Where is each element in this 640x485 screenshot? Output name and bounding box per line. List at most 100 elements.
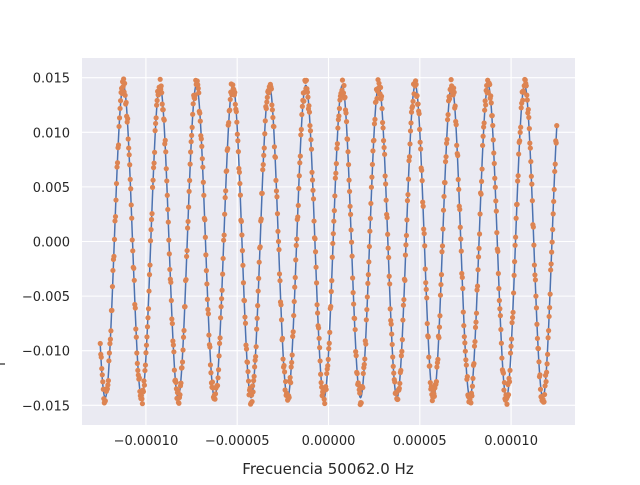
data-point (528, 159, 533, 164)
data-point (551, 199, 556, 204)
data-point (330, 241, 335, 246)
data-point (445, 117, 450, 122)
data-point (416, 101, 421, 106)
data-point (459, 249, 464, 254)
data-point (310, 177, 315, 182)
data-point (456, 187, 461, 192)
data-point (146, 306, 151, 311)
x-tick-label: −0.00010 (114, 434, 179, 449)
data-point (117, 106, 122, 111)
data-point (532, 262, 537, 267)
data-point (296, 186, 301, 191)
data-point (440, 243, 445, 248)
data-point (524, 83, 529, 88)
data-point (398, 368, 403, 373)
data-point (391, 364, 396, 369)
data-point (504, 402, 509, 407)
data-point (245, 360, 250, 365)
data-point (200, 156, 205, 161)
data-point (534, 305, 539, 310)
data-point (299, 127, 304, 132)
data-point (134, 350, 139, 355)
data-point (422, 231, 427, 236)
data-point (541, 399, 546, 404)
data-point (180, 359, 185, 364)
data-point (260, 167, 265, 172)
data-point (443, 159, 448, 164)
data-point (172, 368, 177, 373)
x-tick-label: −0.00005 (205, 434, 270, 449)
data-point (526, 107, 531, 112)
data-point (468, 400, 473, 405)
data-point (298, 154, 303, 159)
data-point (472, 339, 477, 344)
data-point (386, 255, 391, 260)
data-point (288, 380, 293, 385)
data-point (435, 357, 440, 362)
data-point (126, 136, 131, 141)
data-point (305, 95, 310, 100)
data-point (242, 314, 247, 319)
data-point (133, 326, 138, 331)
data-point (276, 239, 281, 244)
data-point (219, 296, 224, 301)
data-point (434, 379, 439, 384)
data-point (482, 120, 487, 125)
data-point (385, 215, 390, 220)
data-point (497, 298, 502, 303)
data-point (244, 346, 249, 351)
data-point (473, 325, 478, 330)
data-point (263, 118, 268, 123)
data-point (289, 360, 294, 365)
data-point (150, 185, 155, 190)
data-point (364, 307, 369, 312)
data-point (324, 387, 329, 392)
data-point (141, 389, 146, 394)
data-point (519, 105, 524, 110)
data-point (218, 315, 223, 320)
data-point (413, 82, 418, 87)
data-point (482, 108, 487, 113)
data-point (397, 386, 402, 391)
data-point (512, 259, 517, 264)
data-point (513, 243, 518, 248)
data-point (100, 372, 105, 377)
data-point (131, 266, 136, 271)
data-point (316, 325, 321, 330)
data-point (311, 196, 316, 201)
data-point (353, 327, 358, 332)
data-point (241, 280, 246, 285)
data-point (419, 168, 424, 173)
data-point (397, 381, 402, 386)
data-point (399, 349, 404, 354)
data-point (113, 214, 118, 219)
data-point (520, 98, 525, 103)
data-point (498, 313, 503, 318)
data-point (154, 103, 159, 108)
data-point (256, 276, 261, 281)
data-point (226, 120, 231, 125)
data-point (274, 194, 279, 199)
data-point (381, 138, 386, 143)
data-point (215, 375, 220, 380)
data-point (217, 341, 222, 346)
data-point (298, 132, 303, 137)
data-point (221, 238, 226, 243)
data-point (143, 350, 148, 355)
data-point (378, 85, 383, 90)
data-point (476, 246, 481, 251)
data-point (514, 216, 519, 221)
data-point (222, 212, 227, 217)
data-point (489, 100, 494, 105)
data-point (296, 203, 301, 208)
data-point (314, 280, 319, 285)
data-point (400, 317, 405, 322)
data-point (509, 336, 514, 341)
data-point (264, 99, 269, 104)
data-point (184, 254, 189, 259)
data-point (252, 374, 257, 379)
data-point (127, 162, 132, 167)
y-tick-label: −0.015 (22, 399, 70, 414)
data-point (326, 357, 331, 362)
